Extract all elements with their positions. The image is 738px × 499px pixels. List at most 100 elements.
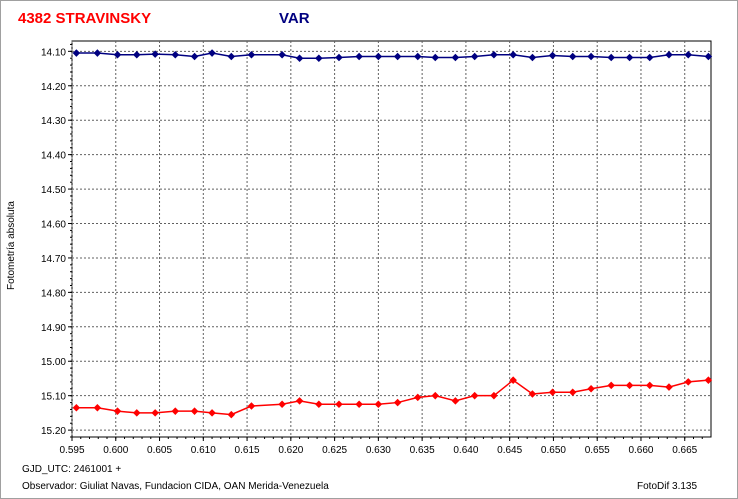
- x-tick-label: 0.645: [497, 445, 522, 456]
- data-point: [645, 381, 654, 390]
- data-point: [587, 385, 595, 393]
- series-group: [72, 49, 713, 419]
- y-tick-label: 15.10: [41, 392, 66, 403]
- y-tick-label: 15.00: [41, 357, 66, 368]
- data-point: [625, 53, 634, 62]
- x-tick-label: 0.615: [235, 445, 260, 456]
- data-point: [190, 407, 199, 415]
- y-tick-label: 14.10: [41, 47, 66, 58]
- data-point: [133, 51, 141, 59]
- x-tick-label: 0.600: [103, 445, 128, 456]
- x-tick-label: 0.625: [322, 445, 347, 456]
- x-tick-label: 0.620: [278, 445, 303, 456]
- y-tick-label: 14.90: [41, 323, 66, 334]
- data-point: [470, 391, 479, 400]
- data-point: [568, 388, 577, 397]
- data-point: [568, 52, 577, 61]
- data-point: [490, 51, 498, 59]
- data-point: [93, 49, 102, 57]
- data-point: [607, 381, 615, 390]
- data-point: [247, 402, 256, 410]
- data-point: [393, 398, 402, 407]
- data-point: [431, 391, 440, 400]
- data-point: [247, 51, 256, 59]
- x-tick-label: 0.665: [672, 445, 697, 456]
- data-point: [665, 383, 673, 391]
- data-point: [315, 54, 323, 62]
- data-point: [113, 51, 122, 59]
- data-point: [315, 400, 323, 409]
- x-axis-ticks: 0.595 0.600 0.605 0.610 0.615 0.620 0.625 0.630…: [59, 437, 703, 456]
- y-tick-label: 14.50: [41, 185, 66, 196]
- data-point: [93, 403, 102, 412]
- data-point: [509, 376, 517, 384]
- data-point: [208, 49, 216, 57]
- data-point: [278, 400, 286, 409]
- data-point: [528, 53, 537, 62]
- data-point: [208, 409, 216, 417]
- data-point: [704, 376, 713, 384]
- y-tick-label: 14.30: [41, 116, 66, 127]
- data-point: [374, 52, 383, 61]
- grid-lines: [71, 41, 711, 437]
- data-point: [587, 52, 595, 61]
- series-label: VAR: [279, 10, 310, 27]
- x-tick-label: 0.610: [191, 445, 216, 456]
- data-point: [704, 52, 713, 61]
- data-point: [509, 51, 517, 59]
- data-point: [665, 51, 673, 59]
- chart-title: 4382 STRAVINSKY: [18, 10, 152, 27]
- data-point: [335, 53, 343, 62]
- data-point: [72, 49, 81, 57]
- data-point: [607, 53, 615, 62]
- x-tick-label: 0.640: [453, 445, 478, 456]
- x-tick-label: 0.660: [628, 445, 653, 456]
- plot-area: [71, 40, 712, 438]
- data-point: [171, 51, 180, 59]
- data-point: [645, 53, 654, 62]
- version-label: FotoDif 3.135: [637, 481, 698, 492]
- data-point: [151, 409, 159, 417]
- data-point: [278, 51, 286, 59]
- x-tick-label: 0.635: [410, 445, 435, 456]
- data-point: [374, 400, 383, 409]
- x-tick-label: 0.595: [59, 445, 84, 456]
- data-point: [548, 51, 557, 60]
- x-tick-label: 0.605: [147, 445, 172, 456]
- observer-label: Observador: Giuliat Navas, Fundacion CID…: [22, 481, 329, 492]
- data-point: [528, 390, 537, 398]
- data-point: [393, 52, 402, 61]
- data-point: [72, 403, 81, 412]
- data-point: [190, 52, 199, 61]
- data-point: [625, 381, 634, 390]
- data-point: [335, 400, 343, 409]
- data-point: [451, 53, 460, 62]
- data-point: [490, 391, 498, 400]
- x-tick-label: 0.650: [541, 445, 566, 456]
- data-point: [684, 51, 693, 59]
- data-point: [431, 53, 440, 62]
- y-tick-label: 14.80: [41, 288, 66, 299]
- data-point: [113, 407, 122, 415]
- x-tick-label: 0.655: [585, 445, 610, 456]
- data-point: [684, 378, 693, 386]
- gjd-label: GJD_UTC: 2461001 +: [22, 464, 122, 475]
- data-point: [133, 409, 141, 417]
- data-point: [355, 400, 363, 409]
- data-point: [548, 388, 557, 397]
- data-point: [227, 52, 236, 61]
- y-tick-label: 14.60: [41, 220, 66, 231]
- y-tick-label: 15.20: [41, 426, 66, 437]
- data-point: [451, 397, 460, 405]
- data-point: [355, 52, 363, 61]
- data-point: [227, 410, 236, 419]
- data-point: [413, 52, 422, 61]
- y-tick-label: 14.70: [41, 254, 66, 265]
- data-point: [470, 52, 479, 61]
- y-tick-label: 14.20: [41, 82, 66, 93]
- data-point: [171, 407, 180, 415]
- data-point: [413, 393, 422, 402]
- data-point: [295, 397, 304, 405]
- x-tick-label: 0.630: [366, 445, 391, 456]
- y-tick-label: 14.40: [41, 151, 66, 162]
